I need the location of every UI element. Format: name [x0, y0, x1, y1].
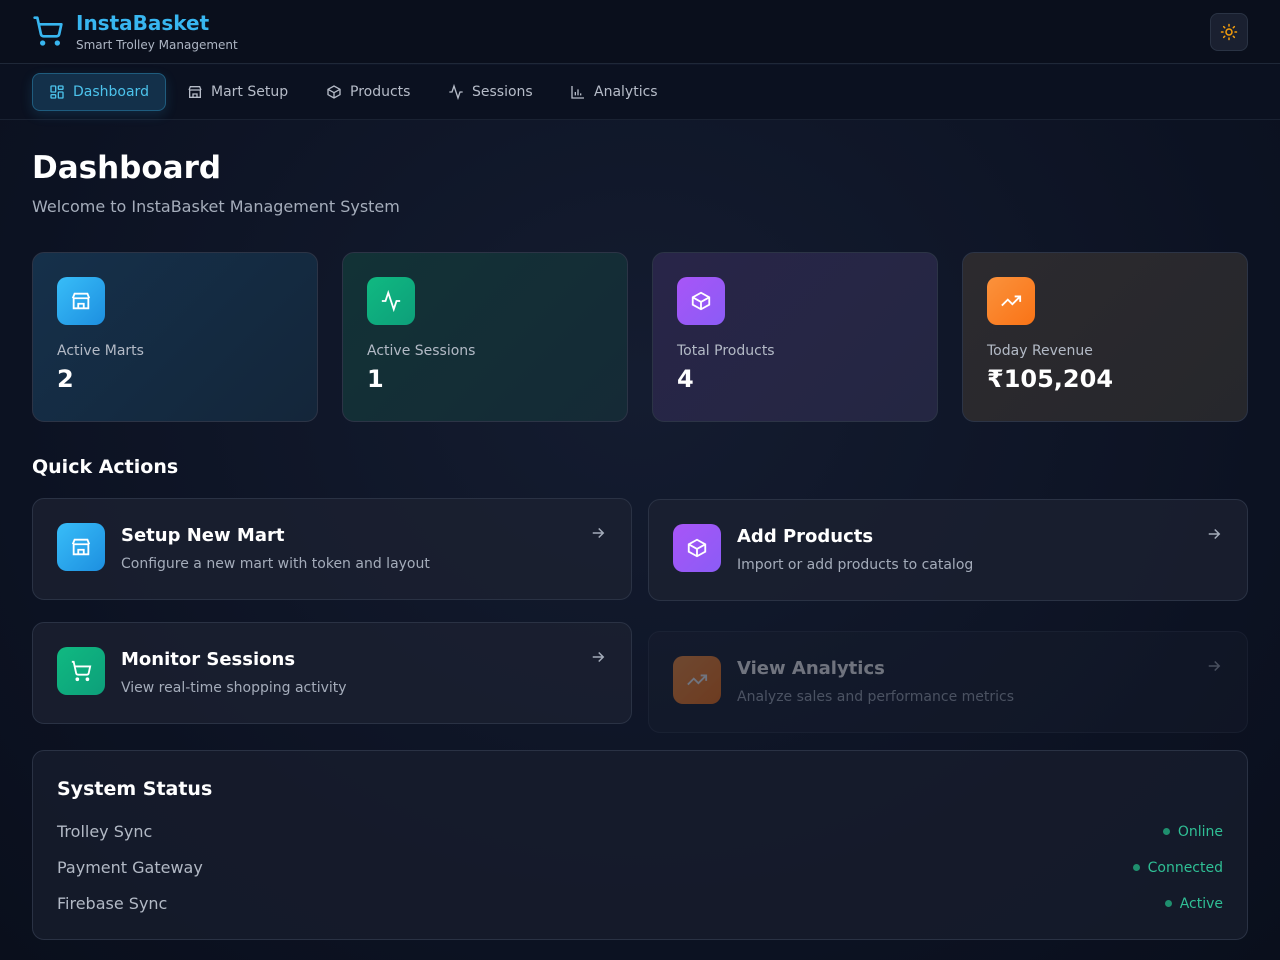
nav-label: Sessions	[472, 84, 533, 100]
header: InstaBasket Smart Trolley Management	[0, 0, 1280, 64]
action-card[interactable]: View Analytics Analyze sales and perform…	[648, 631, 1248, 733]
nav-item[interactable]: Dashboard	[32, 73, 166, 111]
stat-icon	[57, 277, 105, 325]
action-title: Monitor Sessions	[121, 649, 296, 670]
status-name: Firebase Sync	[57, 894, 168, 913]
page-title: Dashboard	[32, 150, 222, 186]
stat-label: Active Marts	[57, 343, 144, 359]
logo-icon	[33, 16, 63, 46]
nav-label: Dashboard	[73, 84, 149, 100]
nav-item[interactable]: Sessions	[432, 73, 549, 111]
stat-value: ₹105,204	[987, 365, 1114, 393]
action-icon	[57, 647, 105, 695]
nav-label: Analytics	[594, 84, 658, 100]
status-title: System Status	[57, 778, 213, 800]
stat-card: Active Sessions 1	[342, 252, 628, 422]
arrow	[592, 651, 605, 663]
status-badge: Connected	[1132, 858, 1223, 877]
action-card[interactable]: Setup New Mart Configure a new mart with…	[32, 498, 632, 600]
arrow	[592, 527, 605, 539]
tagline: Smart Trolley Management	[76, 38, 238, 52]
nav-item[interactable]: Analytics	[554, 73, 674, 111]
action-icon	[57, 523, 105, 571]
nav: Dashboard Mart Setup Products Sessions A…	[0, 65, 1280, 120]
action-description: Analyze sales and performance metrics	[737, 689, 1015, 705]
arrow	[1208, 660, 1221, 672]
stat-label: Active Sessions	[367, 343, 476, 359]
action-title: View Analytics	[737, 658, 885, 679]
arrow	[1208, 528, 1221, 540]
system-status: System Status Trolley Sync Online Payment…	[32, 750, 1248, 940]
nav-label: Products	[350, 84, 411, 100]
status-value: Online	[1177, 823, 1223, 840]
status-row: Payment Gateway Connected	[57, 858, 1223, 877]
stat-card: Total Products 4	[652, 252, 938, 422]
stat-label: Today Revenue	[987, 343, 1093, 359]
page-subtitle: Welcome to InstaBasket Management System	[32, 197, 400, 216]
status-value: Active	[1179, 895, 1223, 912]
action-icon	[673, 656, 721, 704]
stat-icon	[987, 277, 1035, 325]
status-name: Trolley Sync	[57, 822, 153, 841]
stat-card: Active Marts 2	[32, 252, 318, 422]
action-icon	[673, 524, 721, 572]
brand: InstaBasket	[76, 11, 210, 35]
status-row: Trolley Sync Online	[57, 822, 1223, 841]
stat-icon	[677, 277, 725, 325]
nav-item[interactable]: Mart Setup	[171, 73, 304, 111]
stat-value: 2	[57, 365, 74, 393]
action-title: Setup New Mart	[121, 525, 285, 546]
stat-value: 1	[367, 365, 384, 393]
action-title: Add Products	[737, 526, 874, 547]
stat-card: Today Revenue ₹105,204	[962, 252, 1248, 422]
stat-icon	[367, 277, 415, 325]
stat-value: 4	[677, 365, 694, 393]
section-title: Quick Actions	[32, 456, 179, 478]
stat-label: Total Products	[677, 343, 775, 359]
nav-item[interactable]: Products	[310, 73, 426, 111]
action-description: Import or add products to catalog	[737, 557, 974, 573]
status-name: Payment Gateway	[57, 858, 203, 877]
status-row: Firebase Sync Active	[57, 894, 1223, 913]
action-card[interactable]: Add Products Import or add products to c…	[648, 499, 1248, 601]
action-card[interactable]: Monitor Sessions View real-time shopping…	[32, 622, 632, 724]
theme-toggle[interactable]	[1210, 13, 1248, 51]
status-badge: Active	[1164, 894, 1223, 913]
action-description: View real-time shopping activity	[121, 680, 347, 696]
action-description: Configure a new mart with token and layo…	[121, 556, 430, 572]
nav-label: Mart Setup	[211, 84, 289, 100]
status-value: Connected	[1147, 859, 1223, 876]
status-badge: Online	[1162, 822, 1223, 841]
